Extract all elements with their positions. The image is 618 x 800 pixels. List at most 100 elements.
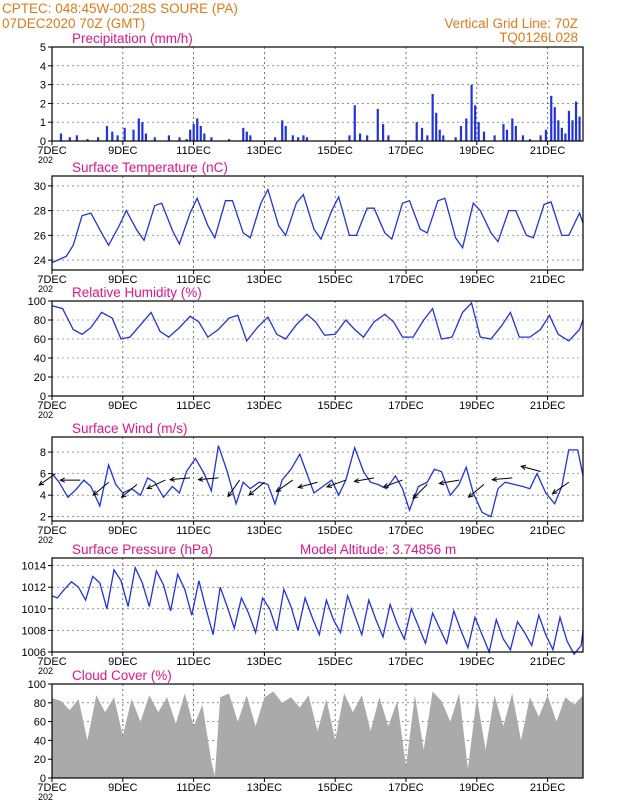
x-tick-label: 17DEC <box>388 525 424 537</box>
precip-bar <box>153 137 156 141</box>
precip-bar <box>297 137 300 141</box>
wind-arrow-shaft <box>248 481 265 496</box>
x-tick-label: 17DEC <box>388 274 424 286</box>
wind-arrow <box>491 476 513 482</box>
wind-arrow-head <box>325 482 333 488</box>
precip-bar <box>111 131 114 141</box>
precip-bar <box>123 127 126 141</box>
panel-title: Surface Temperature (nC) <box>72 160 228 175</box>
x-tick-label: 7DEC <box>37 400 66 412</box>
y-tick-label: 0 <box>40 136 46 148</box>
panel-title: Surface Wind (m/s) <box>72 421 188 436</box>
wind-arrow <box>59 477 81 483</box>
wind-arrow-head <box>197 476 204 482</box>
wind-arrow-head <box>353 478 360 484</box>
precip-bar <box>284 125 287 141</box>
wind-arrow-head <box>297 483 304 489</box>
y-tick-label: 0 <box>40 391 46 403</box>
precip-bar <box>505 129 509 141</box>
y-tick-label: 8 <box>40 447 46 459</box>
y-tick-label: 28 <box>34 206 46 218</box>
y-tick-label: 26 <box>34 230 46 242</box>
x-tick-label: 9DEC <box>108 656 137 668</box>
x-year-stub: 202 <box>38 535 53 545</box>
wind-arrow-shaft <box>439 479 460 485</box>
precip-bar <box>420 127 424 141</box>
x-year-stub: 202 <box>38 792 53 800</box>
precip-bar <box>185 139 188 141</box>
y-tick-label: 2 <box>40 98 46 110</box>
y-tick-label: 60 <box>34 717 46 729</box>
precip-bar <box>242 127 245 141</box>
x-tick-label: 19DEC <box>459 525 495 537</box>
x-tick-label: 21DEC <box>530 525 566 537</box>
panel-subtitle: Model Altitude: 3.74856 m <box>300 542 456 557</box>
precip-bar <box>366 135 369 141</box>
wind-arrow-head <box>92 490 99 496</box>
header-grid-note: Vertical Grid Line: 70Z <box>444 16 578 31</box>
x-tick-label: 7DEC <box>37 782 66 794</box>
precip-bar <box>435 112 438 141</box>
panel-title: Surface Pressure (hPa) <box>72 542 213 557</box>
x-tick-label: 19DEC <box>459 145 495 157</box>
wind-arrow <box>146 479 166 490</box>
wind-arrow <box>467 484 485 498</box>
y-tick-label: 40 <box>34 353 46 365</box>
precip-bar <box>358 133 362 141</box>
y-tick-label: 5 <box>40 42 46 54</box>
chart-panel-0: Precipitation (mm/h) 0 1 2 3 4 5 7DEC 9DEC 11DEC 1… <box>37 31 584 165</box>
precip-bar <box>442 135 445 141</box>
wind-arrow-head <box>275 486 282 493</box>
x-year-stub: 202 <box>38 284 53 294</box>
precip-bar <box>574 101 578 141</box>
precip-bar <box>245 131 248 141</box>
meteogram-panels: Precipitation (mm/h) 0 1 2 3 4 5 7DEC 9DEC 11DEC 1… <box>22 31 584 800</box>
x-tick-label: 9DEC <box>108 525 137 537</box>
header-station: CPTEC: 048:45W-00:28S SOURE (PA) <box>2 1 238 16</box>
wind-arrow-head <box>59 477 66 483</box>
wind-arrow <box>227 479 241 498</box>
precip-bar <box>426 135 429 141</box>
wind-arrow-head <box>382 482 389 488</box>
y-tick-label: 1012 <box>22 582 46 594</box>
x-tick-label: 13DEC <box>247 145 283 157</box>
precip-bar <box>571 120 574 141</box>
panel-title: Cloud Cover (%) <box>72 668 172 683</box>
precip-bar <box>305 137 309 141</box>
panel-frame <box>51 683 584 779</box>
panel-frame <box>51 175 584 271</box>
x-tick-label: 11DEC <box>176 145 211 157</box>
wind-arrow-head <box>412 493 418 500</box>
wind-arrow <box>353 477 375 484</box>
precip-bar <box>465 118 468 141</box>
precip-bar <box>178 137 181 141</box>
precip-bar <box>477 122 480 141</box>
precip-bar <box>539 135 542 141</box>
wind-arrow <box>325 479 346 488</box>
x-tick-label: 13DEC <box>247 274 283 286</box>
x-tick-label: 21DEC <box>530 656 566 668</box>
precip-bar <box>86 139 89 141</box>
y-tick-label: 2 <box>40 512 46 524</box>
wind-arrow-shaft <box>298 481 318 488</box>
precip-bar <box>249 135 252 141</box>
cloud-cover-area <box>52 691 583 778</box>
wind-arrow-shaft <box>121 484 138 498</box>
wind-arrow-shaft <box>521 465 541 472</box>
panel-frame <box>51 436 584 522</box>
wind-arrow-head <box>38 480 45 486</box>
header-code: TQ0126L028 <box>499 30 578 45</box>
y-tick-label: 30 <box>34 181 46 193</box>
x-tick-label: 11DEC <box>176 782 211 794</box>
x-tick-label: 9DEC <box>108 400 137 412</box>
precip-bar <box>459 125 463 141</box>
precip-bar <box>578 116 581 141</box>
precip-bar <box>564 133 567 141</box>
precip-bar <box>550 95 553 141</box>
precip-bar <box>514 125 517 141</box>
series-line <box>51 301 584 343</box>
y-tick-label: 80 <box>34 698 46 710</box>
y-tick-label: 1 <box>40 117 46 129</box>
precip-bar <box>415 122 418 141</box>
